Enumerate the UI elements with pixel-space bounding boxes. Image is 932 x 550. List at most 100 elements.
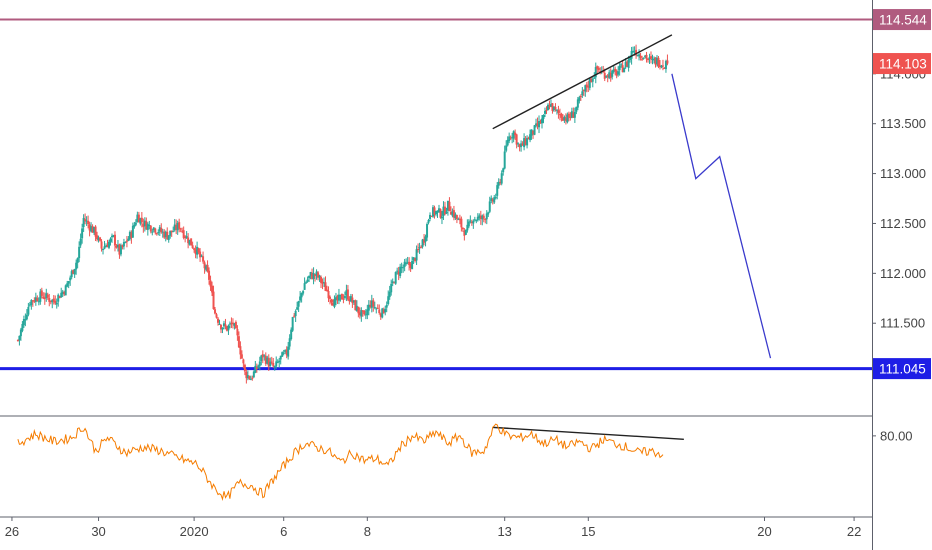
candle-body <box>110 235 113 238</box>
candle-body <box>651 58 654 60</box>
time-tick-label: 15 <box>581 524 595 539</box>
candle-body <box>587 86 590 88</box>
candle-body <box>308 275 311 279</box>
candle-body <box>470 221 473 223</box>
candle-body <box>164 231 167 238</box>
candle-body <box>661 65 664 67</box>
candle-body <box>402 267 405 269</box>
candle-body <box>33 300 36 302</box>
candle-body <box>224 324 227 327</box>
candle-body <box>157 232 160 234</box>
candle-body <box>521 143 524 146</box>
candle-body <box>358 312 361 316</box>
candle-body <box>440 216 443 219</box>
candle-body <box>254 365 257 373</box>
candle-body <box>497 181 500 186</box>
candle-body <box>639 55 642 58</box>
candle-body <box>603 72 606 79</box>
candle-body <box>237 336 240 348</box>
candle-body <box>160 227 163 233</box>
candle-body <box>381 308 384 318</box>
candle-body <box>627 59 630 68</box>
candle-body <box>251 377 254 379</box>
candle-body <box>88 224 91 231</box>
candle-body <box>455 215 458 220</box>
candle-body <box>472 220 475 224</box>
price-tag-label: 114.544 <box>879 13 927 28</box>
candle-body <box>563 116 566 121</box>
candle-body <box>242 359 245 364</box>
candle-body <box>243 364 246 372</box>
candle-body <box>644 55 647 57</box>
time-tick-label: 13 <box>497 524 511 539</box>
candle-body <box>278 360 281 363</box>
candle-body <box>49 300 52 303</box>
candle-body <box>527 138 530 140</box>
candle-body <box>36 298 39 302</box>
candle-body <box>40 290 43 296</box>
candle-body <box>403 261 406 267</box>
candle-body <box>82 218 85 228</box>
candle-body <box>54 300 57 304</box>
candle-body <box>417 248 420 250</box>
candle-body <box>78 246 81 259</box>
candle-body <box>376 307 379 309</box>
candle-body <box>113 234 116 246</box>
candle-body <box>608 72 611 79</box>
candle-body <box>424 236 427 242</box>
candle-body <box>363 310 366 315</box>
candle-body <box>387 296 390 305</box>
candle-body <box>409 264 412 269</box>
candle-body <box>212 291 215 310</box>
candle-body <box>219 324 222 330</box>
candle-body <box>297 301 300 307</box>
candle-body <box>281 352 284 357</box>
candle-body <box>22 319 25 326</box>
candle-body <box>163 231 166 238</box>
candle-body <box>518 144 521 148</box>
candle-body <box>264 355 267 364</box>
candle-body <box>546 104 549 111</box>
candle-body <box>354 300 357 311</box>
candle-body <box>615 70 618 76</box>
candle-body <box>391 281 394 284</box>
candle-body <box>21 324 24 331</box>
candle-body <box>366 309 369 316</box>
candle-body <box>121 245 124 248</box>
candle-body <box>511 137 514 139</box>
candle-body <box>429 214 432 219</box>
candle-body <box>252 371 255 378</box>
candle-body <box>312 272 315 279</box>
candle-body <box>175 224 178 230</box>
candle-body <box>263 355 266 357</box>
candle-body <box>557 110 560 113</box>
candle-body <box>421 239 424 247</box>
candle-body <box>19 329 22 337</box>
candle-body <box>172 231 175 233</box>
candle-body <box>596 66 599 69</box>
candle-body <box>406 262 409 264</box>
candle-body <box>617 71 620 75</box>
candle-body <box>343 296 346 298</box>
candle-body <box>76 258 79 263</box>
candle-body <box>435 211 437 215</box>
candle-body <box>245 371 248 379</box>
candle-body <box>485 213 488 220</box>
candle-body <box>591 78 594 82</box>
candle-body <box>436 210 439 213</box>
candle-body <box>451 211 454 216</box>
candle-body <box>320 276 323 283</box>
price-tick-label: 113.500 <box>880 116 926 131</box>
candle-body <box>291 317 294 331</box>
candle-body <box>193 248 196 250</box>
time-tick-label: 30 <box>91 524 105 539</box>
candle-body <box>481 215 484 220</box>
candle-body <box>478 215 481 218</box>
candle-body <box>548 105 551 108</box>
candle-body <box>561 117 564 121</box>
candle-body <box>576 99 579 108</box>
candle-body <box>70 271 73 278</box>
candle-body <box>249 379 252 381</box>
candle-body <box>72 270 75 274</box>
candle-body <box>143 220 146 227</box>
